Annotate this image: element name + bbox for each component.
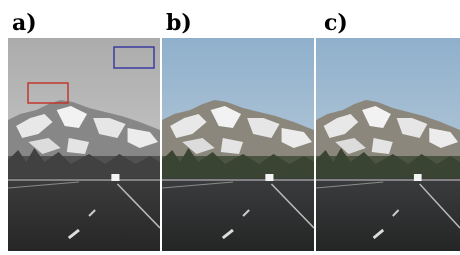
figure: a) b) c) <box>0 0 460 251</box>
image <box>162 38 314 251</box>
panel-c: c) <box>316 10 460 251</box>
panel-label: b) <box>166 10 192 36</box>
panel-b: b) <box>162 10 314 251</box>
image <box>316 38 460 251</box>
panel-label: c) <box>324 10 348 36</box>
image <box>8 38 160 251</box>
panel-a: a) <box>8 10 160 251</box>
panel-label: a) <box>12 10 37 36</box>
